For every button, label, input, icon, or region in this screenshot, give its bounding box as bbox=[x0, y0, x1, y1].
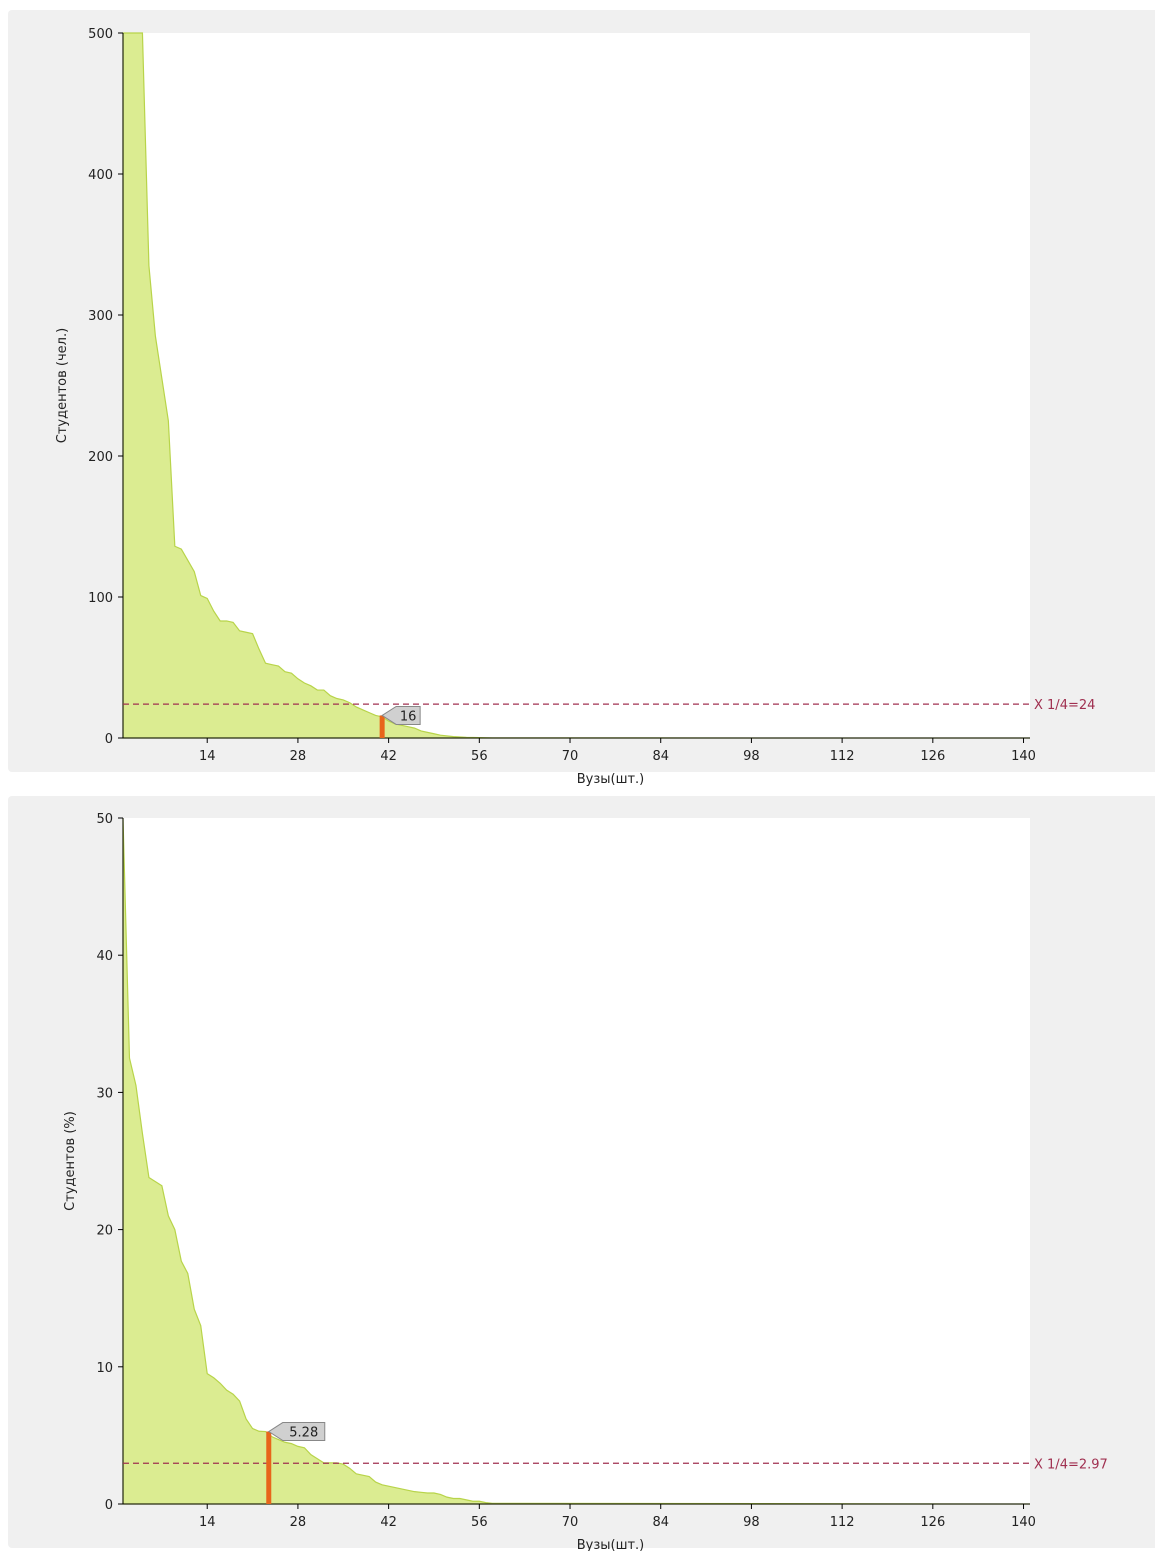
x-tick-label: 84 bbox=[652, 1515, 669, 1530]
y-tick-label: 300 bbox=[88, 309, 113, 324]
x-tick-label: 70 bbox=[562, 749, 579, 764]
y-tick-label: 200 bbox=[88, 450, 113, 465]
area-series-1 bbox=[122, 32, 1031, 739]
y-tick-label: 40 bbox=[96, 949, 113, 964]
plot-area bbox=[123, 33, 1030, 738]
x-tick-label: 56 bbox=[471, 1515, 488, 1530]
x-tick-label: 98 bbox=[743, 749, 760, 764]
quartile-reference-label: X 1/4=2.97 bbox=[1034, 1457, 1108, 1472]
chart-1: 0 100 200 300 400 500 14 28 42 56 70 84 98 112 126 140 В… bbox=[55, 27, 1095, 787]
y-tick-label: 20 bbox=[96, 1224, 113, 1239]
x-tick-label: 84 bbox=[652, 749, 669, 764]
y-tick-label: 500 bbox=[88, 27, 113, 42]
plot-area bbox=[123, 818, 1030, 1504]
x-tick-label: 14 bbox=[199, 749, 216, 764]
area-series-1 bbox=[122, 817, 1031, 1505]
x-tick-label: 112 bbox=[830, 1515, 855, 1530]
chart-2: 0 10 20 30 40 50 14 28 42 56 70 84 98 112 126 140 Вузы(ш… bbox=[63, 812, 1108, 1551]
y-tick-label: 400 bbox=[88, 168, 113, 183]
x-tick-label: 14 bbox=[199, 1515, 216, 1530]
y-tick-label: 0 bbox=[105, 732, 113, 747]
x-tick-label: 42 bbox=[380, 1515, 397, 1530]
x-tick-label: 28 bbox=[290, 749, 307, 764]
x-axis-title: Вузы(шт.) bbox=[577, 1538, 645, 1551]
x-tick-label: 112 bbox=[830, 749, 855, 764]
x-tick-label: 126 bbox=[920, 1515, 945, 1530]
x-tick-label: 140 bbox=[1011, 749, 1036, 764]
marker-label: 16 bbox=[400, 709, 417, 724]
quartile-reference-label: X 1/4=24 bbox=[1034, 698, 1095, 713]
x-tick-label: 42 bbox=[380, 749, 397, 764]
marker-callout bbox=[381, 705, 421, 725]
x-tick-label: 98 bbox=[743, 1515, 760, 1530]
y-tick-label: 10 bbox=[96, 1361, 113, 1376]
x-tick-label: 70 bbox=[562, 1515, 579, 1530]
x-tick-label: 28 bbox=[290, 1515, 307, 1530]
y-tick-label: 0 bbox=[105, 1498, 113, 1513]
y-tick-label: 100 bbox=[88, 591, 113, 606]
y-tick-label: 50 bbox=[96, 812, 113, 827]
x-axis-title: Вузы(шт.) bbox=[577, 772, 645, 787]
marker-callout bbox=[267, 1422, 326, 1442]
x-tick-label: 126 bbox=[920, 749, 945, 764]
marker-label: 5.28 bbox=[289, 1426, 318, 1441]
y-axis-title: Студентов (чел.) bbox=[55, 328, 70, 443]
y-tick-label: 30 bbox=[96, 1086, 113, 1101]
x-tick-label: 140 bbox=[1011, 1515, 1036, 1530]
y-axis-title: Студентов (%) bbox=[63, 1111, 78, 1211]
x-tick-label: 56 bbox=[471, 749, 488, 764]
